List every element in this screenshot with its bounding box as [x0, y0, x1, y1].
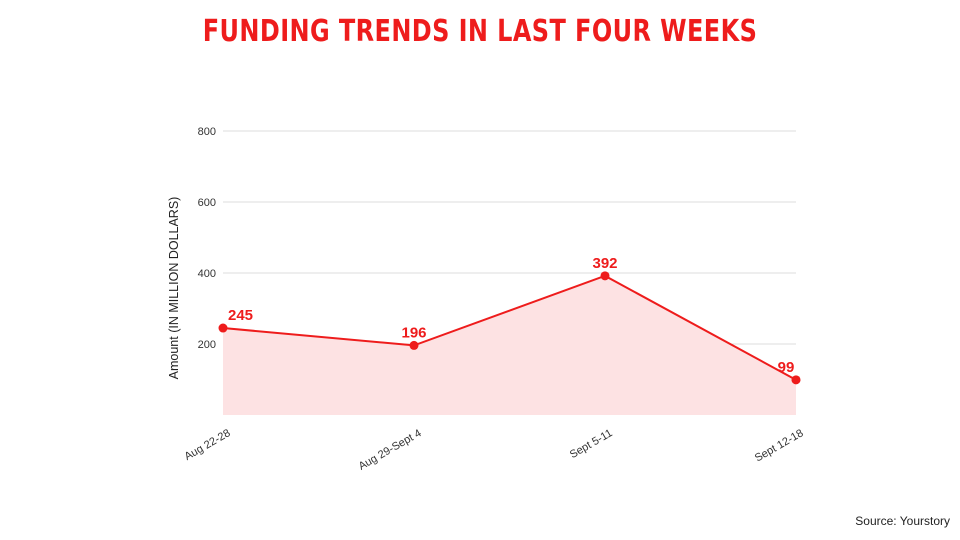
data-point [409, 340, 419, 350]
x-tick-label: Aug 29-Sept 4 [357, 427, 424, 473]
data-point [600, 271, 610, 281]
area-fill [223, 275, 796, 415]
data-label: 196 [401, 324, 426, 341]
x-tick-label: Aug 22-28 [183, 427, 233, 463]
x-axis-labels: Aug 22-28 Aug 29-Sept 4 Sept 5-11 Sept 12-1… [183, 427, 806, 473]
y-axis-ticks: 200 400 600 800 [198, 126, 216, 351]
source-note: Source: Yourstory [855, 514, 950, 528]
x-tick-label: Sept 12-18 [753, 427, 806, 464]
y-tick-label: 200 [198, 339, 216, 351]
data-label: 245 [228, 307, 253, 324]
data-points [218, 271, 801, 385]
data-point [218, 323, 228, 333]
series-line [222, 274, 797, 381]
y-tick-label: 800 [198, 126, 216, 138]
x-tick-label: Sept 5-11 [568, 427, 615, 461]
data-labels: 245 196 392 99 [228, 255, 794, 376]
chart-title: FUNDING TRENDS IN LAST FOUR WEEKS [202, 14, 758, 49]
data-label: 392 [592, 255, 617, 272]
data-point [791, 375, 801, 385]
y-tick-label: 400 [198, 268, 216, 280]
y-tick-label: 600 [198, 197, 216, 209]
y-axis-label: Amount (IN MILLION DOLLARS) [167, 197, 181, 380]
data-label: 99 [778, 359, 795, 376]
